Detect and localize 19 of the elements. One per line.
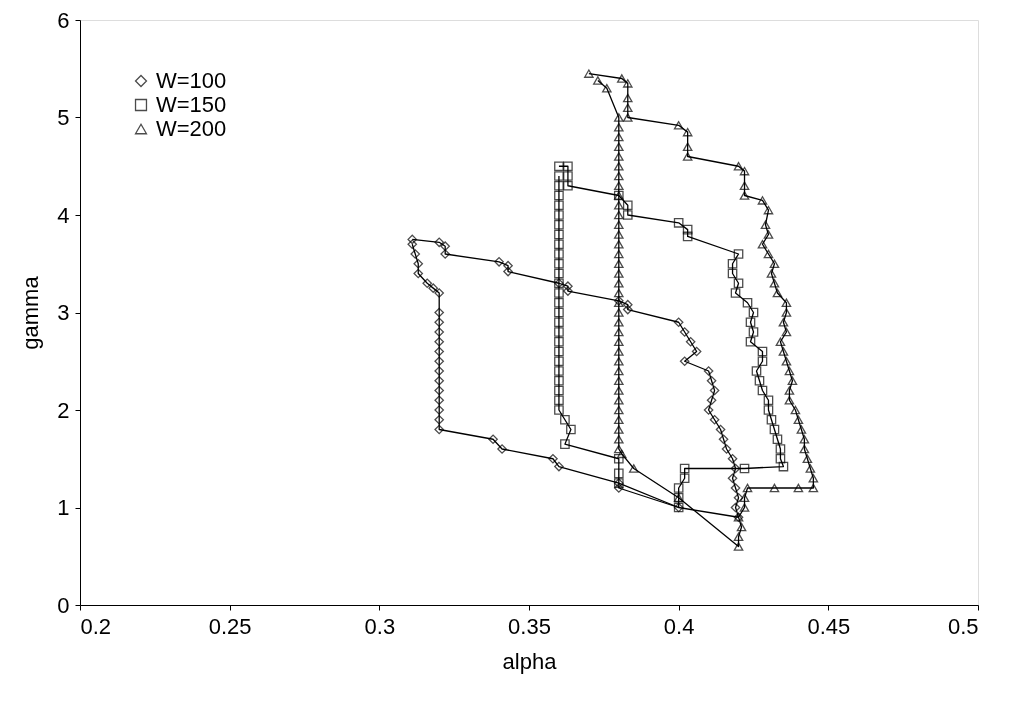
x-tick-label: 0.2 [80,613,112,639]
legend-label: W=100 [156,68,227,93]
legend-label: W=150 [156,92,227,117]
x-tick-label: 0.35 [508,613,551,639]
y-axis-title: gamma [18,275,44,350]
y-tick-label: 2 [57,397,70,423]
y-tick-label: 4 [57,202,70,228]
y-tick-label: 3 [57,300,70,325]
y-tick-label: 1 [57,495,70,520]
legend-label: W=200 [156,116,227,141]
x-tick-label: 0.45 [807,613,851,639]
y-tick-label: 6 [57,7,70,33]
x-axis-title: alpha [502,648,558,674]
x-tick-label: 0.4 [663,613,695,639]
x-tick-label: 0.25 [208,613,252,639]
y-tick-label: 5 [57,105,70,130]
y-tick-label: 0 [57,592,70,618]
x-tick-label: 0.3 [364,613,396,639]
x-tick-label: 0.5 [947,613,979,639]
